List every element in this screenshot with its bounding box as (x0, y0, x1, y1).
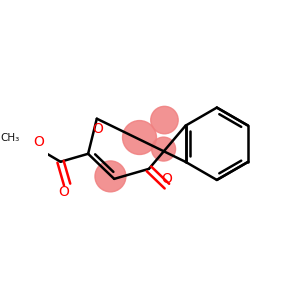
Circle shape (122, 121, 157, 154)
Circle shape (151, 106, 178, 134)
Circle shape (152, 137, 176, 161)
Circle shape (95, 161, 126, 192)
Text: O: O (93, 122, 104, 136)
Text: O: O (33, 135, 44, 149)
Text: CH₃: CH₃ (0, 133, 20, 143)
Text: O: O (58, 185, 69, 199)
Text: O: O (161, 172, 172, 186)
